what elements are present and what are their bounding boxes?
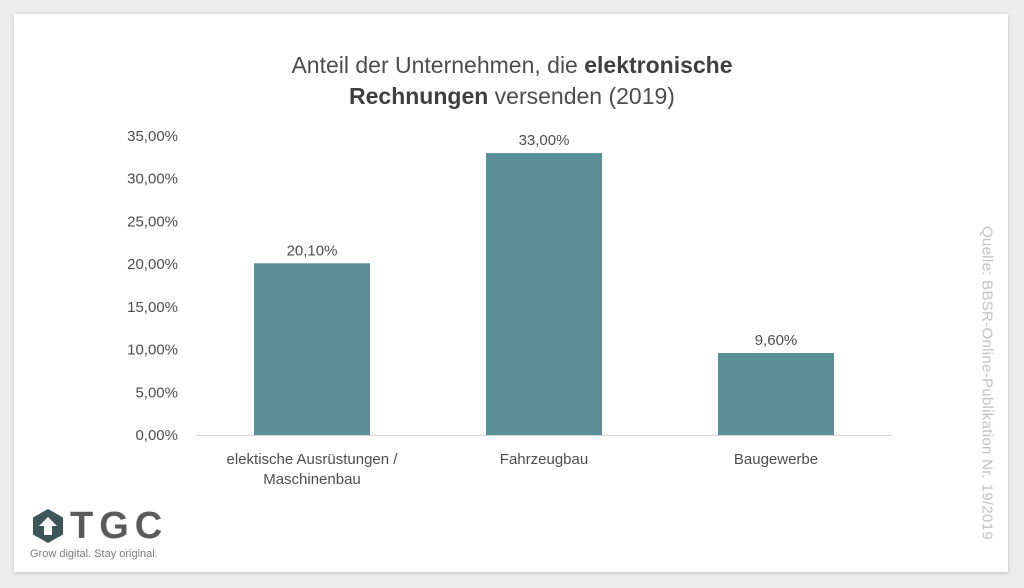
y-tick-label: 0,00% <box>135 427 178 444</box>
y-tick-label: 25,00% <box>127 213 178 230</box>
data-label: 9,60% <box>755 332 798 349</box>
source-note: Quelle: BBSR-Online-Publikation Nr. 19/2… <box>978 226 996 540</box>
logo-tagline: Grow digital. Stay original. <box>30 548 158 560</box>
y-tick-label: 5,00% <box>135 384 178 401</box>
bar <box>254 263 370 435</box>
tgc-logo-icon <box>33 509 63 543</box>
y-tick-label: 30,00% <box>127 171 178 188</box>
bar <box>486 153 602 436</box>
x-tick-label: Fahrzeugbau <box>500 451 588 468</box>
chart-title: Anteil der Unternehmen, die elektronisch… <box>0 50 1024 112</box>
chart-title-part1: Anteil der Unternehmen, die <box>291 52 585 78</box>
y-tick-label: 10,00% <box>127 342 178 359</box>
x-tick-label: elektische Ausrüstungen / <box>227 451 399 468</box>
chart-title-part2: versenden (2019) <box>488 83 675 109</box>
data-label: 20,10% <box>287 242 338 259</box>
x-tick-label: Baugewerbe <box>734 451 818 468</box>
y-tick-label: 15,00% <box>127 299 178 316</box>
data-label: 33,00% <box>519 132 570 149</box>
y-tick-label: 20,00% <box>127 256 178 273</box>
y-tick-label: 35,00% <box>127 128 178 145</box>
bar <box>718 352 834 435</box>
chart-title-bold2: Rechnungen <box>349 83 489 109</box>
logo-name: TGC <box>70 505 169 547</box>
chart-title-bold1: elektronische <box>584 52 733 78</box>
x-tick-label: Maschinenbau <box>263 471 361 488</box>
